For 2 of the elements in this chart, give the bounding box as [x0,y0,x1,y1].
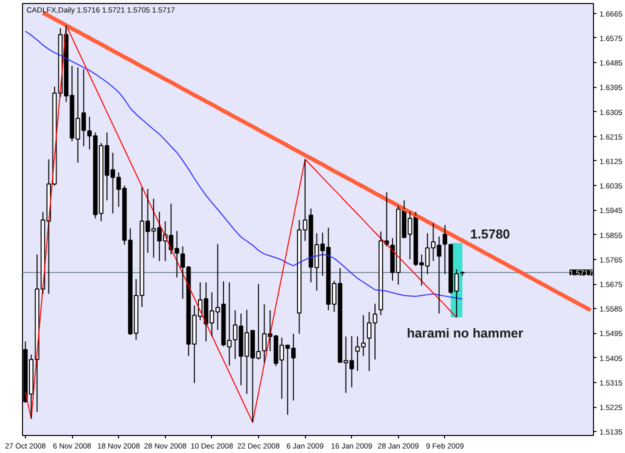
annotation: 1.5780 [470,226,510,242]
annotation: harami no hammer [406,326,524,341]
